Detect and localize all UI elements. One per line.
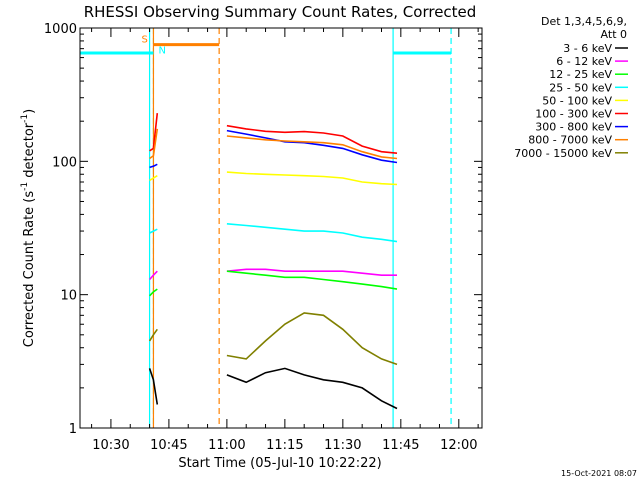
series-line-0: [148, 368, 159, 405]
chart-title: RHESSI Observing Summary Count Rates, Co…: [84, 3, 477, 21]
y-axis-label-sup2: -1: [20, 114, 30, 123]
series-line-5: [149, 113, 159, 152]
series-line-6: [149, 163, 158, 169]
series-line-2: [226, 270, 398, 290]
y-tick-label: 100: [52, 155, 77, 170]
legend-title-line2: Att 0: [601, 28, 627, 41]
legend-label: 6 - 12 keV: [556, 55, 612, 68]
series-line-5: [226, 124, 398, 154]
y-tick-label: 1: [69, 422, 77, 437]
y-axis: 1 10 100 1000: [44, 22, 482, 437]
x-axis-label: Start Time (05-Jul-10 10:22:22): [178, 456, 381, 471]
series-line-8: [226, 312, 398, 366]
series-line-7: [149, 128, 159, 160]
legend-title-line1: Det 1,3,4,5,6,9,: [541, 15, 627, 28]
plot-frame: [79, 27, 483, 429]
y-axis-label-main: Corrected Count Rate (s: [22, 191, 37, 348]
x-axis: 10:30 10:45 11:00 11:15 11:30 11:45 12:00: [91, 28, 479, 453]
y-axis-label-end: ): [22, 109, 37, 114]
series-line-3: [149, 228, 158, 234]
series-layer: [148, 113, 398, 410]
series-line-6: [226, 129, 398, 164]
saa-flag-label: S: [141, 35, 147, 46]
y-axis-label: Corrected Count Rate (s-1 detector-1): [20, 109, 37, 347]
y-tick-label: 1000: [44, 22, 77, 37]
y-axis-label-sup1: -1: [20, 182, 30, 191]
series-line-4: [149, 175, 158, 182]
x-tick-label: 11:15: [266, 438, 303, 453]
legend-label: 300 - 800 keV: [535, 121, 612, 134]
legend-label: 12 - 25 keV: [549, 68, 612, 81]
series-line-8: [148, 328, 158, 342]
y-tick-label: 10: [60, 289, 77, 304]
legend-label: 800 - 7000 keV: [528, 134, 612, 147]
legend-label: 3 - 6 keV: [563, 42, 612, 55]
x-tick-label: 11:30: [324, 438, 361, 453]
y-axis-label-mid: detector: [22, 122, 37, 182]
series-line-0: [226, 367, 398, 410]
x-tick-label: 11:45: [382, 438, 419, 453]
series-line-1: [226, 268, 397, 277]
x-tick-label: 12:00: [440, 438, 477, 453]
series-line-3: [226, 223, 398, 243]
series-line-4: [226, 171, 398, 186]
footer-timestamp: 15-Oct-2021 08:07: [561, 469, 637, 478]
legend-label: 7000 - 15000 keV: [514, 147, 612, 160]
night-flag-label: N: [158, 46, 165, 57]
markers: SN: [80, 28, 452, 428]
series-line-1: [149, 270, 158, 281]
x-tick-label: 10:30: [92, 438, 129, 453]
legend-label: 50 - 100 keV: [542, 94, 612, 107]
x-tick-label: 11:00: [208, 438, 245, 453]
legend-label: 25 - 50 keV: [549, 81, 612, 94]
series-line-7: [226, 135, 398, 160]
legend-label: 100 - 300 keV: [535, 108, 612, 121]
x-tick-label: 10:45: [150, 438, 187, 453]
series-line-2: [149, 288, 158, 297]
